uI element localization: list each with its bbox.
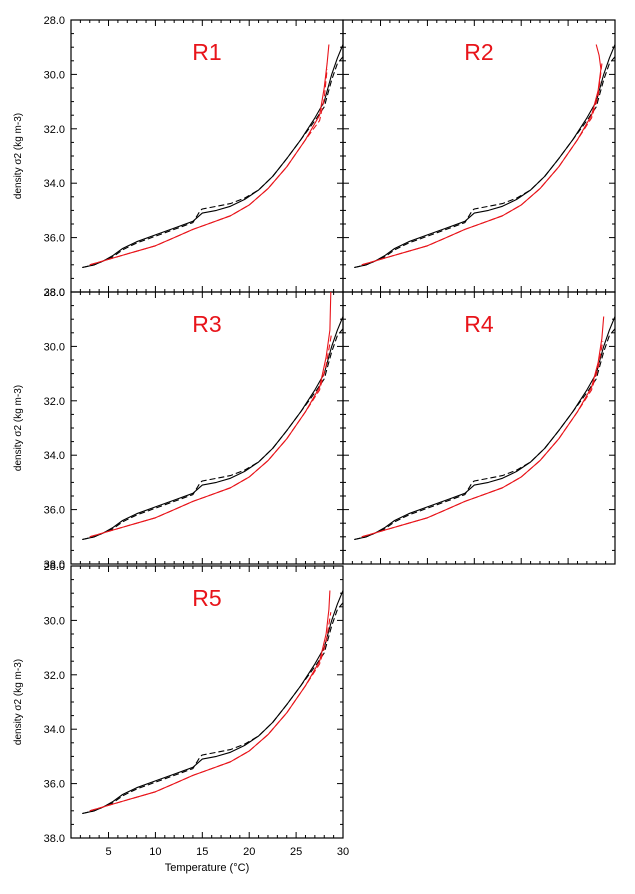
y-axis-label: density σ2 (kg m-3) <box>13 385 24 471</box>
panel-title: R2 <box>464 39 493 65</box>
series-line-black-solid <box>82 590 343 815</box>
y-tick-label: 34.0 <box>44 178 65 190</box>
series-line-black-dashed <box>82 602 343 815</box>
series-line-red-dashed <box>361 63 603 266</box>
y-tick-label: 34.0 <box>44 450 65 462</box>
y-tick-label: 28.0 <box>44 15 65 27</box>
y-tick-label: 32.0 <box>44 396 65 408</box>
panel-r2: R2 <box>342 19 616 293</box>
x-tick-label: 5 <box>105 846 111 858</box>
panel-r1: 28.0 30.0 32.0 34.0 36.0 38.0 density σ2 (kg m… <box>13 15 344 299</box>
y-tick-label: 30.0 <box>44 615 65 627</box>
panel-title: R4 <box>464 311 494 337</box>
series-line-red-dashed <box>89 332 333 538</box>
series-group <box>354 316 615 541</box>
x-tick-label: 20 <box>243 846 255 858</box>
series-group <box>82 292 343 541</box>
y-tick-label: 36.0 <box>44 779 65 791</box>
x-axis-label: Temperature (°C) <box>165 862 249 874</box>
panel-r3: 28.0 30.0 32.0 34.0 36.0 38.0 density σ2 (kg m… <box>13 287 344 571</box>
x-tick-label: 25 <box>290 846 302 858</box>
x-tick-label: 30 <box>337 846 349 858</box>
series-line-black-dashed <box>354 328 615 541</box>
y-tick-label: 36.0 <box>44 233 65 245</box>
y-tick-label: 28.0 <box>44 287 65 299</box>
series-group <box>354 44 615 269</box>
series-line-black-dashed <box>354 56 615 269</box>
y-tick-label: 32.0 <box>44 124 65 136</box>
series-line-red-dashed <box>361 340 604 538</box>
y-tick-label: 38.0 <box>44 287 65 299</box>
series-group <box>82 44 343 269</box>
x-tick-label: 10 <box>149 846 161 858</box>
y-tick-label: 34.0 <box>44 724 65 736</box>
series-line-red-solid <box>361 44 602 266</box>
series-line-black-dashed <box>82 56 343 269</box>
series-line-red-dashed <box>89 68 328 266</box>
series-line-black-solid <box>82 316 343 541</box>
panel-r5: 28.0 30.0 32.0 34.0 36.0 38.0 density σ2 (kg m… <box>13 561 349 874</box>
panels: 28.0 30.0 32.0 34.0 36.0 38.0 density σ2 (kg m… <box>13 15 616 874</box>
y-tick-label: 38.0 <box>44 559 65 571</box>
panel-title: R3 <box>192 311 221 337</box>
y-tick-label: 28.0 <box>44 561 65 573</box>
series-line-black-solid <box>354 316 615 541</box>
series-line-black-solid <box>82 44 343 269</box>
series-line-red-solid <box>89 44 330 266</box>
series-line-black-dashed <box>82 328 343 541</box>
panel-title: R5 <box>192 585 221 611</box>
y-tick-label: 32.0 <box>44 670 65 682</box>
series-line-red-solid <box>89 590 331 812</box>
y-tick-label: 30.0 <box>44 69 65 81</box>
y-tick-label: 36.0 <box>44 505 65 517</box>
y-axis-label: density σ2 (kg m-3) <box>13 659 24 745</box>
panel-r4: R4 <box>342 291 616 565</box>
x-tick-label: 15 <box>196 846 208 858</box>
y-tick-label: 30.0 <box>44 341 65 353</box>
series-line-black-solid <box>354 44 615 269</box>
series-group <box>82 590 343 815</box>
panel-title: R1 <box>192 39 221 65</box>
series-line-red-dashed <box>89 612 332 812</box>
y-axis-label: density σ2 (kg m-3) <box>13 113 24 199</box>
y-tick-label: 38.0 <box>44 833 65 845</box>
